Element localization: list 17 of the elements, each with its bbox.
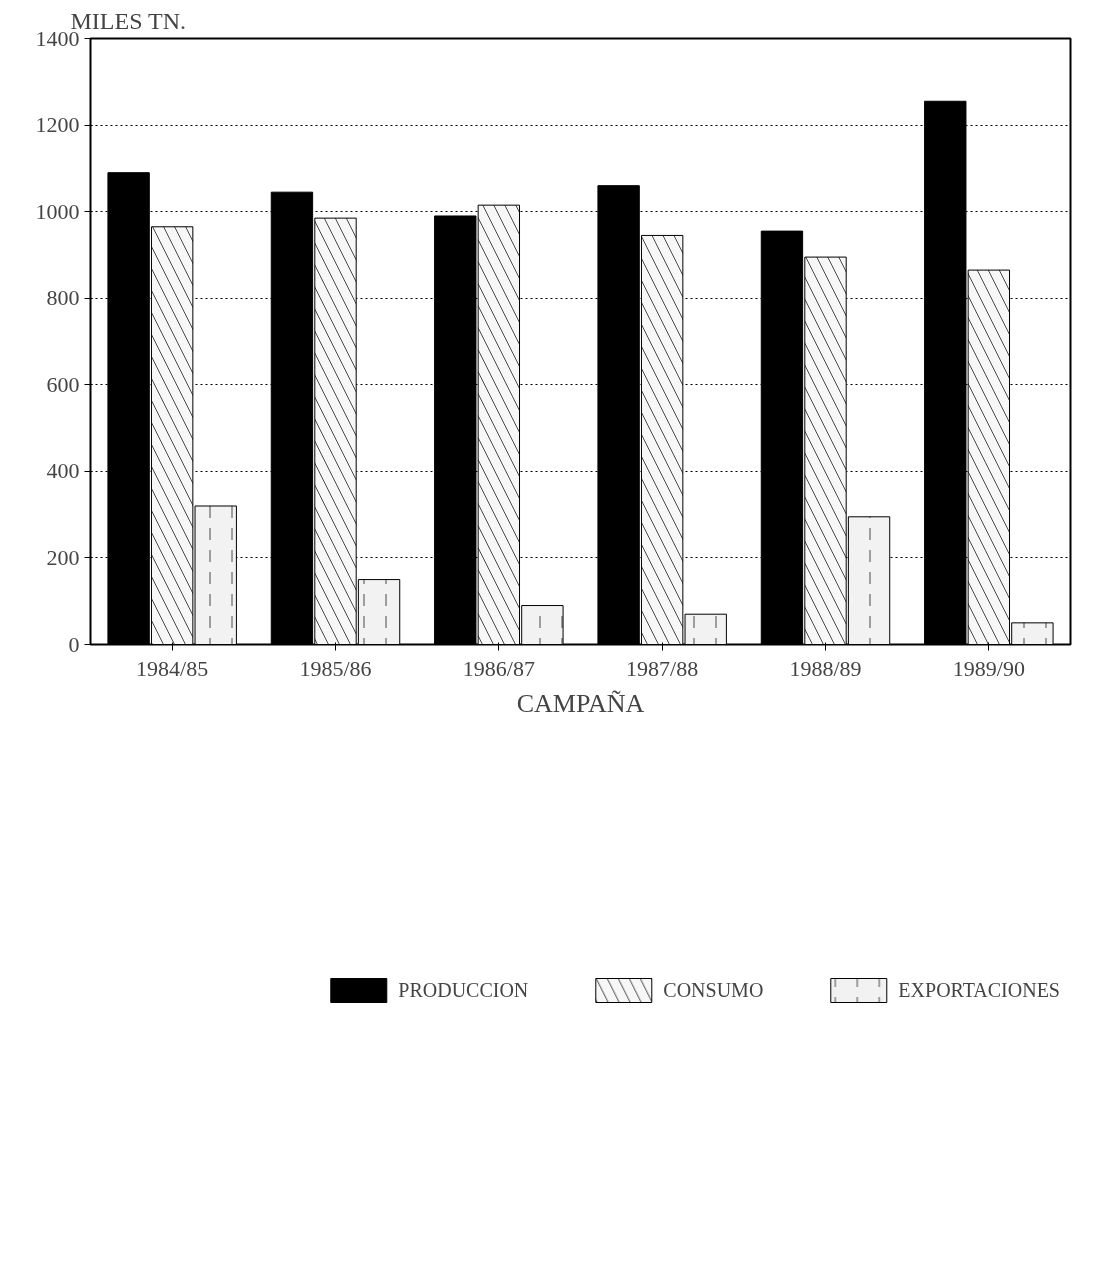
y-tick-label: 200 bbox=[46, 544, 80, 570]
y-tick-label: 800 bbox=[46, 285, 80, 311]
x-tick-label: 1984/85 bbox=[136, 655, 209, 681]
x-tick-label: 1987/88 bbox=[626, 655, 699, 681]
y-tick-label: 600 bbox=[46, 371, 80, 397]
legend-label: CONSUMO bbox=[663, 978, 764, 1002]
y-tick-label: 400 bbox=[46, 458, 80, 484]
y-tick-label: 0 bbox=[68, 631, 80, 657]
x-tick-label: 1988/89 bbox=[789, 655, 862, 681]
y-tick-label: 1200 bbox=[35, 112, 80, 138]
x-tick-label: 1985/86 bbox=[299, 655, 372, 681]
x-axis-title: CAMPAÑA bbox=[516, 688, 645, 718]
x-tick-label: 1986/87 bbox=[462, 655, 535, 681]
x-tick-label: 1989/90 bbox=[952, 655, 1025, 681]
y-tick-label: 1000 bbox=[35, 198, 80, 224]
legend-label: EXPORTACIONES bbox=[898, 978, 1060, 1002]
legend-label: PRODUCCION bbox=[398, 978, 529, 1002]
